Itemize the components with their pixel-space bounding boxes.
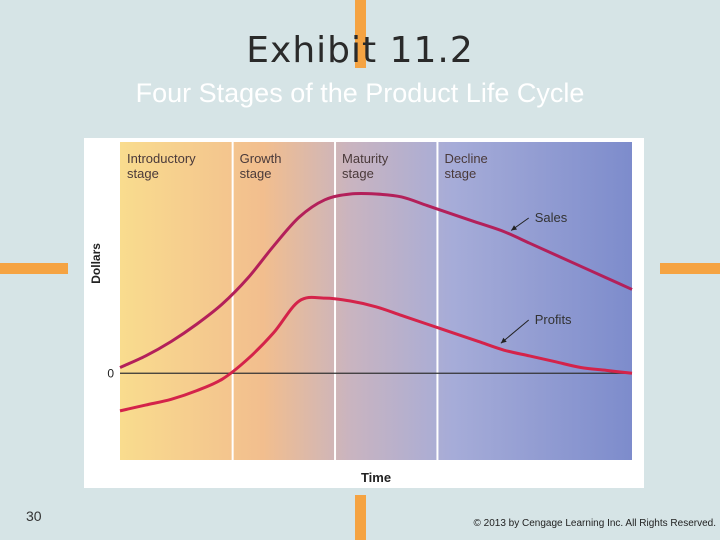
slide-subtitle: Four Stages of the Product Life Cycle <box>135 78 585 108</box>
stage-label: Decline stage <box>444 151 487 181</box>
stage-label: Growth stage <box>240 151 282 181</box>
y-axis-label: Dollars <box>89 243 103 284</box>
arrowhead <box>500 337 507 344</box>
series-label: Profits <box>535 312 572 327</box>
arrowhead <box>511 225 518 231</box>
y-tick-label-zero: 0 <box>107 366 114 380</box>
stage-label: Maturity stage <box>342 151 389 181</box>
plot-background <box>120 142 632 460</box>
product-life-cycle-chart: 0 Introductory stage Growth stage Maturity st… <box>89 142 633 485</box>
sales-series-line <box>119 191 633 369</box>
stage-label: Introductory stage <box>127 151 196 181</box>
series-label-pointer <box>500 319 530 344</box>
copyright-notice: © 2013 by Cengage Learning Inc. All Righ… <box>473 518 716 529</box>
accent-bar-left <box>0 263 68 274</box>
chart-container: 0 Introductory stage Growth stage Maturity st… <box>84 138 644 488</box>
accent-bar-bottom <box>355 495 366 540</box>
accent-bar-right <box>660 263 720 274</box>
x-axis-label: Time <box>361 470 391 485</box>
accent-bar-top <box>355 0 366 68</box>
slide-number: 30 <box>26 508 42 524</box>
profits-series-line <box>119 295 633 413</box>
slide-title: Exhibit 11.2 <box>246 30 474 71</box>
series-label: Sales <box>535 210 568 225</box>
